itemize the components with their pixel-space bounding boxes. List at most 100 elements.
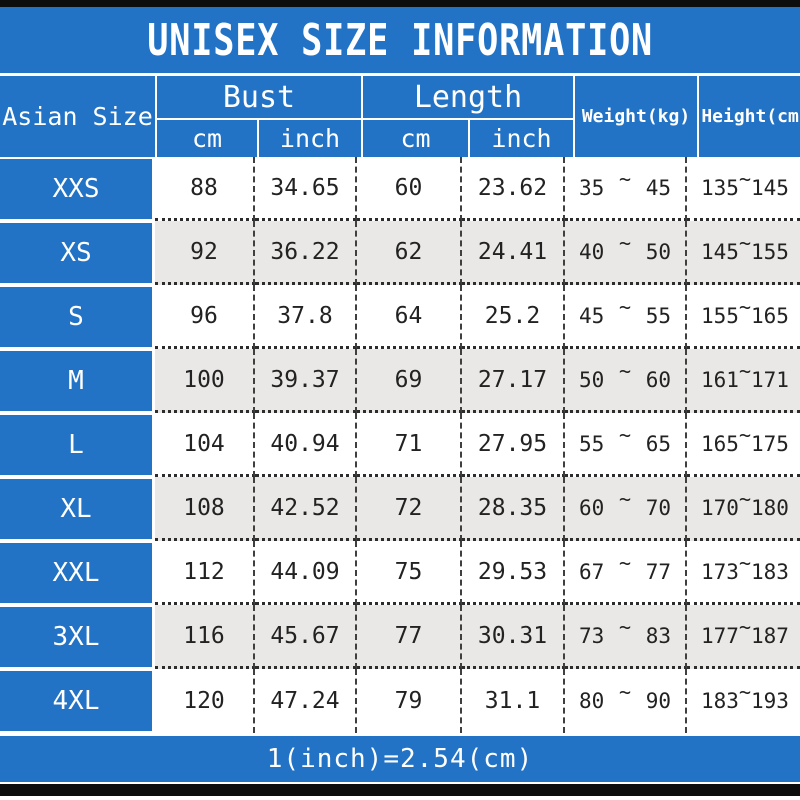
height-range-cell: 173 ~ 183 [687, 541, 800, 605]
column-header-height: Height(cm) [699, 76, 800, 157]
size-label-cell: 3XL [0, 607, 152, 667]
tilde-separator: ~ [618, 550, 632, 575]
weight-min: 67 [579, 559, 605, 584]
weight-range-cell: 50 ~ 60 [565, 349, 687, 413]
weight-min: 55 [579, 431, 605, 456]
page-title: UNISEX SIZE INFORMATION [147, 14, 653, 66]
conversion-note: 1(inch)=2.54(cm) [266, 744, 534, 774]
height-max: 193 [750, 689, 789, 713]
bust-cm-cell: 88 [155, 157, 255, 221]
bust-cm-cell: 116 [155, 605, 255, 669]
length-cm-cell: 72 [357, 477, 462, 541]
height-range-cell: 145 ~ 155 [687, 221, 800, 285]
weight-max: 45 [645, 175, 671, 200]
length-inch-cell: 31.1 [462, 669, 565, 733]
height-max: 183 [750, 559, 789, 584]
length-inch-cell: 25.2 [462, 285, 565, 349]
tilde-separator: ~ [618, 358, 632, 383]
title-banner: UNISEX SIZE INFORMATION [0, 7, 800, 76]
weight-range-cell: 60 ~ 70 [565, 477, 687, 541]
tilde-separator: ~ [618, 680, 632, 704]
height-min: 165 [701, 431, 739, 456]
tilde-separator: ~ [618, 614, 632, 639]
weight-max: 83 [645, 623, 671, 648]
bust-inch-cell: 45.67 [255, 605, 357, 669]
top-black-bar [0, 0, 800, 7]
height-range-cell: 183 ~ 193 [687, 669, 800, 733]
size-label-cell: L [0, 415, 152, 475]
weight-max: 50 [645, 239, 671, 264]
height-min: 170 [701, 495, 739, 520]
tilde-separator: ~ [618, 166, 632, 191]
table-row: M 100 39.37 69 27.17 50 ~ 60 161 ~ 171 [0, 349, 800, 413]
table-row: XS 92 36.22 62 24.41 40 ~ 50 145 ~ 155 [0, 221, 800, 285]
table-row: 3XL 116 45.67 77 30.31 73 ~ 83 177 ~ 187 [0, 605, 800, 669]
height-min: 173 [701, 559, 739, 584]
length-inch-cell: 24.41 [462, 221, 565, 285]
height-min: 177 [701, 623, 739, 648]
tilde-separator: ~ [738, 294, 751, 319]
bust-inch-cell: 36.22 [255, 221, 357, 285]
size-label-cell: M [0, 351, 152, 411]
height-max: 155 [750, 239, 789, 264]
height-range-cell: 177 ~ 187 [687, 605, 800, 669]
tilde-separator: ~ [618, 294, 632, 319]
weight-range-cell: 40 ~ 50 [565, 221, 687, 285]
tilde-separator: ~ [738, 230, 751, 255]
bottom-black-bar [0, 784, 800, 796]
weight-max: 55 [645, 303, 671, 328]
height-range-cell: 161 ~ 171 [687, 349, 800, 413]
weight-max: 77 [645, 559, 671, 584]
height-max: 175 [750, 431, 789, 456]
size-label-cell: S [0, 287, 152, 347]
bust-cm-cell: 104 [155, 413, 255, 477]
tilde-separator: ~ [738, 614, 751, 639]
height-min: 161 [701, 367, 739, 392]
table-body: XXS 88 34.65 60 23.62 35 ~ 45 135 ~ 145 … [0, 157, 800, 733]
height-min: 155 [701, 303, 739, 328]
length-cm-cell: 64 [357, 285, 462, 349]
size-label-cell: XL [0, 479, 152, 539]
length-inch-cell: 28.35 [462, 477, 565, 541]
bust-inch-cell: 42.52 [255, 477, 357, 541]
footer-note-band: 1(inch)=2.54(cm) [0, 736, 800, 784]
height-range-cell: 170 ~ 180 [687, 477, 800, 541]
length-inch-cell: 27.17 [462, 349, 565, 413]
tilde-separator: ~ [738, 550, 751, 575]
column-header-weight: Weight(kg) [575, 76, 697, 157]
subheader-bust-inch: inch [259, 120, 361, 157]
bust-inch-cell: 40.94 [255, 413, 357, 477]
length-cm-cell: 79 [357, 669, 462, 733]
tilde-separator: ~ [738, 422, 751, 447]
size-label-cell: XXL [0, 543, 152, 603]
length-cm-cell: 69 [357, 349, 462, 413]
bust-inch-cell: 34.65 [255, 157, 357, 221]
bust-inch-cell: 44.09 [255, 541, 357, 605]
weight-max: 90 [645, 689, 671, 713]
weight-min: 40 [579, 239, 605, 264]
weight-range-cell: 67 ~ 77 [565, 541, 687, 605]
table-row: L 104 40.94 71 27.95 55 ~ 65 165 ~ 175 [0, 413, 800, 477]
bust-inch-cell: 37.8 [255, 285, 357, 349]
table-row: S 96 37.8 64 25.2 45 ~ 55 155 ~ 165 [0, 285, 800, 349]
bust-cm-cell: 96 [155, 285, 255, 349]
size-label-cell: XS [0, 223, 152, 283]
weight-range-cell: 55 ~ 65 [565, 413, 687, 477]
height-min: 145 [701, 239, 739, 264]
column-group-bust: Bust [157, 76, 361, 118]
bust-cm-cell: 108 [155, 477, 255, 541]
height-max: 145 [750, 175, 789, 200]
tilde-separator: ~ [738, 358, 751, 383]
subheader-length-inch: inch [470, 120, 573, 157]
length-inch-cell: 27.95 [462, 413, 565, 477]
height-max: 180 [750, 495, 789, 520]
column-group-length: Length [363, 76, 573, 118]
weight-range-cell: 80 ~ 90 [565, 669, 687, 733]
length-cm-cell: 62 [357, 221, 462, 285]
table-row: XL 108 42.52 72 28.35 60 ~ 70 170 ~ 180 [0, 477, 800, 541]
column-header-asian-size: Asian Size [0, 76, 155, 157]
bust-cm-cell: 92 [155, 221, 255, 285]
length-cm-cell: 77 [357, 605, 462, 669]
table-row: XXL 112 44.09 75 29.53 67 ~ 77 173 ~ 183 [0, 541, 800, 605]
